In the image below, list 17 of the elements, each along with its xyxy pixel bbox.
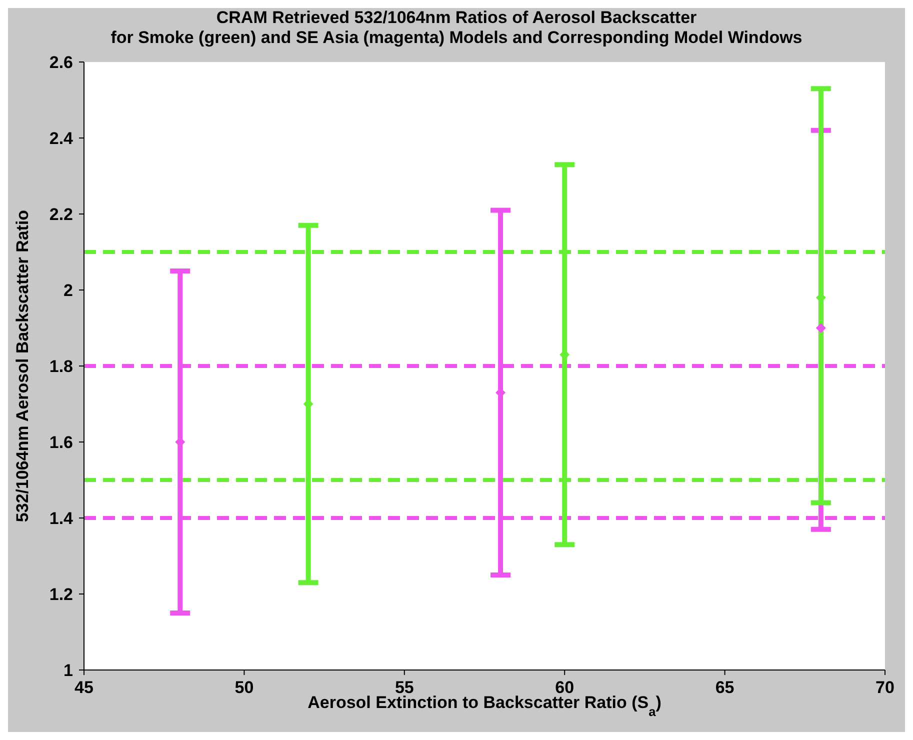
y-axis-title: 532/1064nm Aerosol Backscatter Ratio xyxy=(13,210,32,522)
y-tick-label: 2 xyxy=(64,281,73,300)
y-tick-label: 1.2 xyxy=(49,585,73,604)
y-tick-label: 2.2 xyxy=(49,205,73,224)
chart-title: CRAM Retrieved 532/1064nm Ratios of Aerosol Backscatter xyxy=(215,8,698,28)
chart-subtitle: for Smoke (green) and SE Asia (magenta) Models and Corresponding Model Windows xyxy=(110,28,804,48)
y-tick-label: 1 xyxy=(64,661,73,680)
y-tick-label: 2.4 xyxy=(49,129,74,148)
x-tick-label: 45 xyxy=(74,678,94,698)
y-tick-label: 1.6 xyxy=(49,433,73,452)
x-tick-label: 65 xyxy=(715,678,734,698)
x-tick-label: 70 xyxy=(876,678,894,698)
x-tick-label: 50 xyxy=(234,678,254,698)
y-tick-label: 2.6 xyxy=(49,53,73,72)
point xyxy=(816,323,826,333)
y-tick-label: 1.8 xyxy=(49,357,73,376)
y-tick-label: 1.4 xyxy=(49,509,74,528)
